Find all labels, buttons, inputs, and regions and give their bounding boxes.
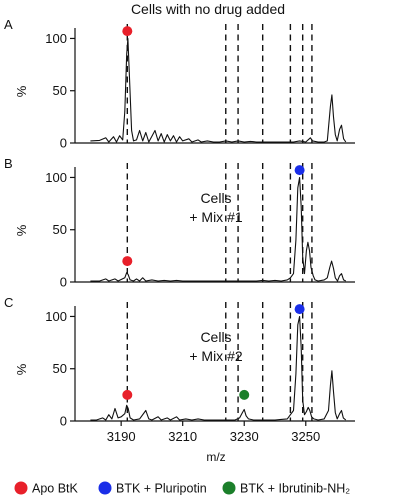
y-tick-label: 0: [60, 136, 67, 151]
peak-marker: [122, 26, 133, 37]
x-tick-label: 3210: [168, 429, 197, 444]
panel-c: C% 0 50 100 Cells + Mix #2: [4, 295, 355, 429]
panel-annotation: Cells: [200, 329, 231, 345]
legend-label: Apo BtK: [32, 482, 79, 496]
panel-letter: A: [4, 17, 13, 32]
panel-b: B% 0 50 100 Cells + Mix #1: [4, 156, 355, 290]
y-tick-label: 100: [45, 309, 67, 324]
panel-annotation: Cells: [200, 190, 231, 206]
x-tick-label: 3230: [230, 429, 259, 444]
y-tick-label: 50: [53, 361, 67, 376]
panel-annotation: + Mix #1: [189, 209, 243, 225]
peak-marker: [294, 304, 305, 315]
peak-marker: [122, 256, 133, 267]
x-axis-label: m/z: [206, 450, 225, 464]
y-tick-label: 0: [60, 414, 67, 429]
y-tick-label: 50: [53, 222, 67, 237]
y-tick-label: 0: [60, 275, 67, 290]
figure-title: Cells with no drug added: [131, 1, 285, 17]
y-axis-label: %: [14, 224, 29, 236]
y-axis-label: %: [14, 363, 29, 375]
panel-annotation: + Mix #2: [189, 348, 243, 364]
legend-label: BTK + Pluripotin: [116, 482, 207, 496]
x-axis: 3190 3210 3230 3250: [107, 421, 320, 444]
spectrum-line: [90, 37, 347, 143]
panel-a: A% 0 50 100: [4, 17, 355, 151]
legend-swatch: [98, 481, 112, 495]
panel-letter: C: [4, 295, 13, 310]
x-tick-label: 3250: [291, 429, 320, 444]
legend-swatch: [14, 481, 28, 495]
y-axis-label: %: [14, 85, 29, 97]
y-tick-label: 100: [45, 31, 67, 46]
peak-marker: [239, 389, 250, 400]
peak-marker: [122, 389, 133, 400]
panel-letter: B: [4, 156, 13, 171]
legend: Apo BtK BTK + Pluripotin BTK + Ibrutinib-N…: [14, 481, 350, 496]
y-tick-label: 100: [45, 170, 67, 185]
peak-marker: [294, 165, 305, 176]
legend-label: BTK + Ibrutinib-NH₂: [240, 482, 350, 496]
legend-swatch: [222, 481, 236, 495]
x-tick-label: 3190: [107, 429, 136, 444]
y-tick-label: 50: [53, 83, 67, 98]
spectrum-line: [90, 176, 347, 282]
spectrum-line: [90, 315, 347, 421]
